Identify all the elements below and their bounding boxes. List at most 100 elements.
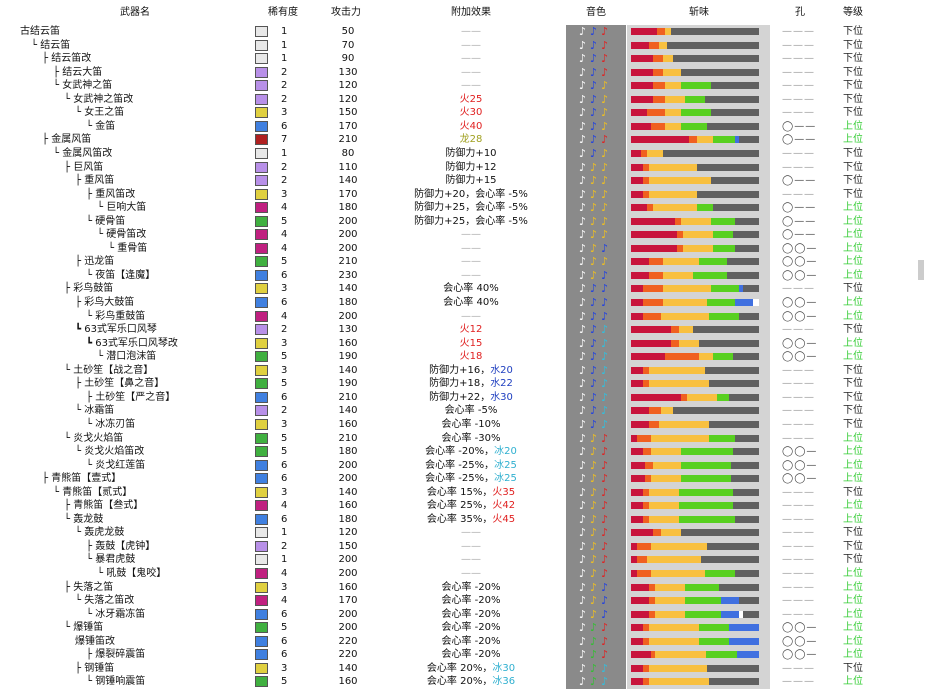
weapon-name[interactable]: ├ 青熊笛【壹式】: [42, 472, 121, 486]
horn-icon: [255, 581, 268, 593]
table-row: 爆锤笛改 6 220 会心率 -20% ♪♪♪ ◯◯— 上位: [0, 634, 925, 649]
sharpness-bar: [631, 41, 759, 49]
weapon-name[interactable]: └ 冰冻刃笛: [86, 418, 135, 432]
weapon-name[interactable]: └ 硬骨笛改: [97, 228, 146, 242]
weapon-name[interactable]: └ 金笛: [86, 120, 115, 134]
weapon-name[interactable]: ├ 重风笛改: [86, 188, 135, 202]
weapon-name[interactable]: ├ 土砂笙【鼻之音】: [75, 377, 164, 391]
rank-value: 上位: [843, 229, 863, 241]
tree-branch: ├: [64, 283, 74, 295]
sharpness-segment: [655, 597, 685, 605]
weapon-name-text: 失落之笛改: [84, 595, 135, 607]
sharpness-segment: [631, 448, 643, 456]
weapon-name[interactable]: └ 炎戈火焰笛: [64, 432, 123, 446]
notes-cell: [566, 580, 626, 595]
sharpness-segment: [693, 326, 759, 334]
note-icon: ♪: [579, 445, 591, 459]
weapon-name[interactable]: ├ 结云大笛: [53, 66, 102, 80]
rank-value: 下位: [843, 53, 863, 65]
note-icon: ♪: [579, 661, 591, 675]
horn-icon: [255, 26, 268, 37]
weapon-name[interactable]: ├ 轰鼓【虎钟】: [86, 540, 155, 554]
weapon-name[interactable]: ├ 金属风笛: [42, 133, 91, 147]
weapon-name[interactable]: └ 炎戈红莲笛: [86, 459, 145, 473]
rank-value: 下位: [843, 147, 863, 159]
tree-branch: ├: [86, 540, 96, 552]
weapon-name[interactable]: └ 重骨笛: [108, 242, 147, 256]
weapon-name[interactable]: ├ 重风笛: [75, 174, 114, 188]
weapon-name[interactable]: ├ 巨风笛: [64, 161, 103, 175]
tree-branch: ├: [86, 391, 96, 403]
weapon-name[interactable]: └ 钢锤响震笛: [86, 675, 145, 689]
table-row: └ 炎戈火焰笛 5 210 会心率 -30% ♪♪♪ ——— 上位: [0, 431, 925, 446]
rank-value: 下位: [843, 486, 863, 498]
slots-value: ◯◯—: [782, 635, 818, 647]
weapon-name[interactable]: └ 青熊笛【贰式】: [53, 486, 132, 500]
note-icon: ♪: [590, 580, 602, 594]
weapon-name[interactable]: └ 炎戈火焰笛改: [75, 445, 144, 459]
weapon-name[interactable]: └ 爆锤笛: [64, 621, 103, 635]
attack-value: 160: [338, 500, 358, 512]
weapon-name[interactable]: └ 女武神之笛: [53, 79, 112, 93]
weapon-name[interactable]: ├ 彩鸟鼓笛: [64, 282, 113, 296]
weapon-name[interactable]: ├ 结云笛改: [42, 52, 91, 66]
slots-value: ◯◯—: [782, 473, 818, 485]
tree-branch: └: [75, 527, 85, 539]
weapon-name[interactable]: └ 彩鸟重鼓笛: [86, 310, 145, 324]
music-notes: ♪♪♪: [579, 174, 612, 188]
rank-value: 上位: [843, 269, 863, 281]
sharpness-segment: [649, 258, 663, 266]
attack-value: 180: [338, 446, 358, 458]
scrollbar[interactable]: [918, 260, 924, 280]
notes-cell: [566, 323, 626, 338]
weapon-name[interactable]: ├ 彩鸟大鼓笛: [75, 296, 134, 310]
note-icon: ♪: [601, 119, 613, 133]
notes-cell: [566, 282, 626, 297]
weapon-name[interactable]: └ 硬骨笛: [86, 215, 125, 229]
weapon-name[interactable]: └ 轰虎龙鼓: [75, 526, 124, 540]
sharpness-segment: [643, 624, 649, 632]
sharpness-segment: [631, 299, 643, 306]
weapon-name[interactable]: └ 暴君虎鼓: [86, 553, 135, 567]
note-icon: ♪: [579, 79, 591, 93]
sharpness-segment: [643, 366, 649, 374]
weapon-name[interactable]: ├ 钢锤笛: [75, 662, 114, 676]
weapon-name[interactable]: └ 结云笛: [31, 39, 70, 53]
horn-icon: [255, 161, 268, 173]
sharpness-bar: [631, 204, 759, 212]
weapon-name[interactable]: └ 女武神之笛改: [64, 93, 133, 107]
weapon-name-text: 暴君虎鼓: [95, 554, 136, 566]
music-notes: ♪♪♪: [579, 364, 612, 378]
weapon-name[interactable]: ├ 失落之笛: [64, 581, 113, 595]
weapon-name[interactable]: └ 冰霜笛: [75, 404, 114, 418]
note-icon: ♪: [590, 431, 602, 445]
sharpness-segment: [729, 637, 759, 645]
notes-cell: [566, 499, 626, 514]
sharpness-segment: [707, 122, 759, 130]
sharpness-bar: [631, 136, 759, 144]
weapon-name[interactable]: ┗ 63式军乐口风琴: [75, 323, 157, 337]
weapon-name[interactable]: ├ 青熊笛【叁式】: [64, 499, 143, 513]
weapon-name[interactable]: └ 失落之笛改: [75, 594, 134, 608]
note-icon: ♪: [590, 282, 602, 296]
weapon-name[interactable]: └ 潜口泡沫笛: [97, 350, 156, 364]
rank-value: 上位: [843, 120, 863, 132]
weapon-name[interactable]: ├ 爆裂碎震笛: [86, 648, 145, 662]
weapon-name[interactable]: └ 土砂笙【战之音】: [64, 364, 153, 378]
weapon-name[interactable]: └ 金属风笛改: [53, 147, 112, 161]
weapon-name[interactable]: └ 吼鼓【鬼咬】: [97, 567, 166, 581]
sharpness-bar: [631, 299, 759, 306]
weapon-name[interactable]: └ 女王之笛: [75, 106, 124, 120]
tree-branch: └: [64, 432, 74, 444]
weapon-name[interactable]: └ 轰龙鼓: [64, 513, 103, 527]
weapon-name[interactable]: 爆锤笛改: [75, 635, 115, 649]
weapon-name[interactable]: └ 巨响大笛: [97, 201, 146, 215]
weapon-name[interactable]: 古结云笛: [20, 25, 60, 39]
weapon-name[interactable]: └ 夜笛【逢魔】: [86, 269, 155, 283]
weapon-name[interactable]: ├ 土砂笙【严之音】: [86, 391, 175, 405]
weapon-name[interactable]: ├ 迅龙笛: [75, 255, 114, 269]
weapon-name[interactable]: ┗ 63式军乐口风琴改: [86, 337, 178, 351]
weapon-name[interactable]: └ 冰牙霜冻笛: [86, 608, 145, 622]
note-icon: ♪: [601, 241, 613, 255]
attack-value: 210: [338, 432, 358, 444]
